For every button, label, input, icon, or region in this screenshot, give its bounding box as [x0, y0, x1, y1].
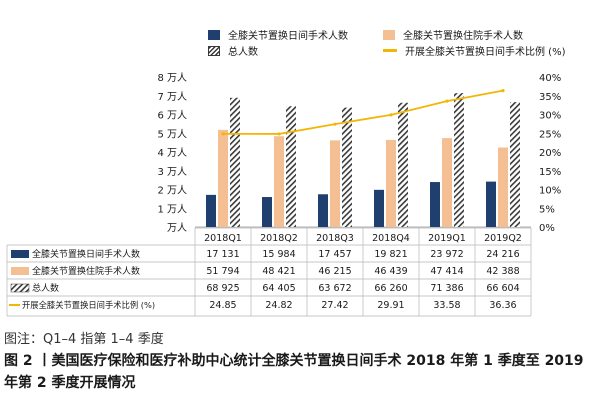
- y-right-tick-label: 30%: [539, 111, 561, 122]
- chart: 万人 1 万人 2 万人 3 万人 4 万人 5 万人 6 万人 7 万人 8 万人 0% 5% 10…: [6, 72, 561, 317]
- figure-caption: 图 2 丨美国医疗保险和医疗补助中心统计全膝关节置换日间手术 2018 年第 1…: [4, 353, 584, 391]
- table-row-label-day-surgery: 全膝关节置换日间手术人数: [32, 248, 140, 260]
- x-tick-label: 2018Q3: [316, 233, 354, 244]
- y-left-tick-label: 6 万人: [157, 110, 187, 122]
- data-label: 47 414: [430, 266, 463, 277]
- bar-day-surgery: [206, 194, 216, 227]
- bar-inpatient: [442, 138, 452, 227]
- y-left-tick-label: 5 万人: [157, 128, 187, 140]
- bar-day-surgery: [318, 194, 328, 227]
- y-left-tick-label: 1 万人: [157, 203, 187, 215]
- line-ratio-point: [501, 89, 505, 93]
- line-ratio-point: [445, 99, 449, 103]
- data-label: 48 421: [262, 266, 295, 277]
- x-tick-label: 2019Q1: [428, 233, 466, 244]
- legend-swatch-day-surgery: [208, 29, 220, 40]
- bar-total: [398, 102, 408, 227]
- data-label: 17 457: [318, 249, 351, 260]
- table-swatch-total: [10, 283, 30, 293]
- data-label: 15 984: [262, 249, 295, 260]
- data-label: 64 405: [262, 283, 295, 294]
- legend-label-total: 总人数: [228, 47, 258, 58]
- y-right-tick-label: 10%: [539, 186, 561, 197]
- legend-inpatient: 全膝关节置换住院手术人数: [383, 27, 523, 42]
- data-label: 17 131: [206, 249, 239, 260]
- bar-total: [510, 102, 520, 227]
- bar-inpatient: [218, 129, 228, 227]
- table-swatch-day-surgery: [11, 250, 29, 258]
- legend-label-day-surgery: 全膝关节置换日间手术人数: [228, 31, 348, 42]
- legend-ratio: 开展全膝关节置换日间手术比例 (%): [383, 43, 565, 58]
- legend-total: 总人数: [208, 43, 258, 58]
- data-label: 36.36: [489, 300, 516, 311]
- line-ratio-point: [333, 122, 337, 126]
- y-left-tick-label: 3 万人: [157, 166, 187, 178]
- bar-total: [230, 97, 240, 227]
- table-row-label-total: 总人数: [32, 282, 59, 294]
- line-ratio-point: [221, 132, 225, 136]
- bar-day-surgery: [374, 189, 384, 227]
- y-right-tick-label: 35%: [539, 92, 561, 103]
- bar-inpatient: [386, 139, 396, 227]
- data-label: 19 821: [374, 249, 407, 260]
- data-label: 46 215: [318, 266, 351, 277]
- bar-total: [286, 106, 296, 227]
- bar-total: [342, 107, 352, 227]
- data-label: 71 386: [430, 283, 463, 294]
- data-label: 33.58: [433, 300, 460, 311]
- legend-swatch-inpatient: [383, 29, 395, 40]
- y-right-tick-label: 25%: [539, 129, 561, 140]
- data-label: 24 216: [486, 249, 519, 260]
- figure-note: 图注：Q1–4 指第 1–4 季度: [4, 332, 164, 347]
- data-label: 63 672: [318, 283, 351, 294]
- y-left-tick-label: 7 万人: [157, 91, 187, 103]
- data-label: 27.42: [321, 300, 348, 311]
- legend-label-inpatient: 全膝关节置换住院手术人数: [403, 31, 523, 42]
- y-right-tick-label: 20%: [539, 148, 561, 159]
- y-left-tick-label: 8 万人: [157, 72, 187, 84]
- bar-day-surgery: [486, 181, 496, 227]
- x-tick-label: 2018Q4: [372, 233, 410, 244]
- legend-swatch-ratio: [383, 49, 397, 52]
- data-label: 46 439: [374, 266, 407, 277]
- data-label: 29.91: [377, 300, 404, 311]
- y-right-tick-label: 5%: [539, 204, 555, 215]
- y-right-tick-label: 40%: [539, 73, 561, 84]
- x-tick-label: 2019Q2: [484, 233, 522, 244]
- legend-label-ratio: 开展全膝关节置换日间手术比例 (%): [405, 47, 566, 58]
- table-swatch-inpatient: [11, 267, 29, 275]
- bar-inpatient: [498, 147, 508, 227]
- x-tick-label: 2018Q2: [260, 233, 298, 244]
- bar-day-surgery: [262, 197, 272, 227]
- line-ratio: [222, 89, 504, 135]
- table-row-label-ratio: 开展全膝关节置换日间手术比例 (%): [22, 300, 155, 310]
- bar-inpatient: [330, 140, 340, 227]
- y-left-tick-label: 2 万人: [157, 185, 187, 197]
- legend-day-surgery: 全膝关节置换日间手术人数: [208, 27, 348, 42]
- data-label: 51 794: [206, 266, 239, 277]
- bar-inpatient: [274, 136, 284, 227]
- y-right-tick-label: 15%: [539, 167, 561, 178]
- y-right-tick-label: 0%: [539, 223, 555, 234]
- x-tick-label: 2018Q1: [204, 233, 242, 244]
- line-ratio-point: [389, 113, 393, 117]
- legend-swatch-total: [208, 45, 220, 56]
- data-label: 68 925: [206, 283, 239, 294]
- data-label: 66 260: [374, 283, 407, 294]
- data-label: 42 388: [486, 266, 519, 277]
- data-label: 23 972: [430, 249, 463, 260]
- data-label: 24.85: [209, 300, 236, 311]
- table-row-label-inpatient: 全膝关节置换住院手术人数: [32, 265, 140, 277]
- data-label: 24.82: [265, 300, 292, 311]
- y-left-tick-label: 4 万人: [157, 147, 187, 159]
- data-label: 66 604: [486, 283, 519, 294]
- line-ratio-point: [277, 132, 281, 136]
- bar-total: [454, 93, 464, 228]
- y-left-tick-label: 万人: [167, 222, 187, 234]
- bar-day-surgery: [430, 182, 440, 227]
